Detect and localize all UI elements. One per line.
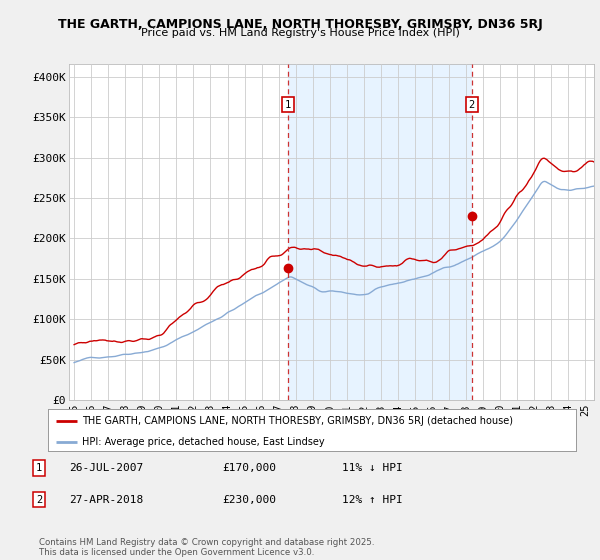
- Text: Contains HM Land Registry data © Crown copyright and database right 2025.
This d: Contains HM Land Registry data © Crown c…: [39, 538, 374, 557]
- Text: £170,000: £170,000: [222, 463, 276, 473]
- Text: £230,000: £230,000: [222, 494, 276, 505]
- Text: 11% ↓ HPI: 11% ↓ HPI: [342, 463, 403, 473]
- Text: 2: 2: [469, 100, 475, 110]
- Bar: [288, 64, 472, 400]
- Text: Price paid vs. HM Land Registry's House Price Index (HPI): Price paid vs. HM Land Registry's House …: [140, 28, 460, 38]
- Text: THE GARTH, CAMPIONS LANE, NORTH THORESBY, GRIMSBY, DN36 5RJ: THE GARTH, CAMPIONS LANE, NORTH THORESBY…: [58, 18, 542, 31]
- Text: 27-APR-2018: 27-APR-2018: [69, 494, 143, 505]
- Text: 1: 1: [36, 463, 42, 473]
- Text: THE GARTH, CAMPIONS LANE, NORTH THORESBY, GRIMSBY, DN36 5RJ (detached house): THE GARTH, CAMPIONS LANE, NORTH THORESBY…: [82, 416, 514, 426]
- Text: HPI: Average price, detached house, East Lindsey: HPI: Average price, detached house, East…: [82, 437, 325, 446]
- Text: 1: 1: [285, 100, 291, 110]
- Text: 26-JUL-2007: 26-JUL-2007: [69, 463, 143, 473]
- Text: 12% ↑ HPI: 12% ↑ HPI: [342, 494, 403, 505]
- Text: 2: 2: [36, 494, 42, 505]
